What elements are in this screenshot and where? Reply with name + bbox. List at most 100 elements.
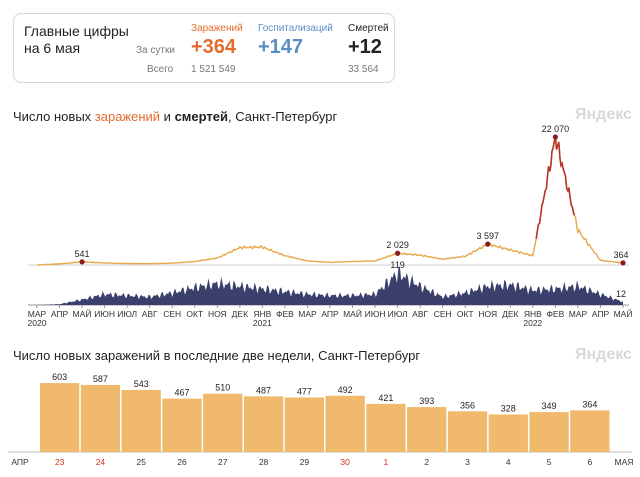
day-label: 29 — [300, 457, 310, 467]
chart1-title-deaths: смертей — [174, 109, 228, 124]
infections-line — [36, 135, 623, 266]
bar — [162, 398, 202, 452]
chart1-title: Число новых заражений и смертей, Санкт-П… — [13, 109, 337, 124]
chart1-title-part: , Санкт-Петербург — [228, 109, 338, 124]
summary-card: Главные цифры на 6 мая За сутки Всего За… — [13, 13, 395, 83]
annotation-dot — [485, 241, 491, 247]
bar-value-label: 364 — [582, 399, 597, 409]
yandex-watermark: Яндекс — [575, 106, 632, 123]
x-tick-label: МАР — [28, 309, 47, 319]
annotation-dot — [79, 259, 85, 265]
deaths-total: 33 564 — [348, 64, 379, 75]
bar-value-label: 487 — [256, 385, 271, 395]
day-label: 3 — [465, 457, 470, 467]
annotation-label: 2 029 — [386, 240, 409, 250]
x-tick-year: 2021 — [253, 318, 272, 328]
x-tick-label: НОЯ — [208, 309, 227, 319]
x-tick-label: АПР — [592, 309, 610, 319]
bar — [407, 407, 447, 452]
day-label: 26 — [177, 457, 187, 467]
total-label: Всего — [147, 64, 174, 75]
annotation-dot — [395, 250, 401, 256]
x-tick-year: 2022 — [523, 318, 542, 328]
bar-value-label: 467 — [174, 388, 189, 398]
bar — [121, 389, 161, 452]
annotation-label: 541 — [75, 249, 90, 259]
bar-value-label: 492 — [338, 385, 353, 395]
x-tick-label: ДЕК — [502, 309, 518, 319]
day-label: 27 — [218, 457, 228, 467]
bar — [447, 411, 488, 452]
annotation-label: 12 — [616, 289, 626, 299]
chart2-title: Число новых заражений в последние две не… — [13, 348, 421, 363]
annotation-label: 364 — [613, 250, 628, 260]
bar — [243, 396, 284, 452]
x-tick-label: МАР — [298, 309, 317, 319]
annotation-label: 3 597 — [477, 231, 500, 241]
annotation-label: 119 — [390, 260, 404, 270]
bar — [284, 397, 324, 452]
bar-value-label: 510 — [215, 383, 230, 393]
annotation-dot — [552, 134, 558, 140]
x-tick-label: ИЮЛ — [388, 309, 408, 319]
per-day-label: За сутки — [136, 45, 175, 56]
bar — [366, 403, 406, 452]
bar — [80, 384, 121, 452]
day-label: 30 — [340, 457, 350, 467]
hospitalizations-today: +147 — [258, 36, 304, 58]
x-tick-label: МАЙ — [73, 308, 92, 319]
x-tick-label: ФЕВ — [546, 309, 564, 319]
x-tick-label: АВГ — [142, 309, 158, 319]
x-tick-label: АПР — [321, 309, 339, 319]
day-label: 23 — [55, 457, 65, 467]
day-label: 25 — [136, 457, 146, 467]
x-tick-label: ЯНВ — [524, 309, 542, 319]
x-tick-label: АПР — [51, 309, 69, 319]
x-tick-label: МАЙ — [343, 308, 362, 319]
day-label: 4 — [506, 457, 511, 467]
bar-value-label: 356 — [460, 400, 475, 410]
day-label: 2 — [424, 457, 429, 467]
day-label: 5 — [547, 457, 552, 467]
bar-value-label: 543 — [134, 379, 149, 389]
bar-value-label: 393 — [419, 396, 434, 406]
infections-header: Заражений — [191, 23, 243, 34]
bar-value-label: 349 — [542, 401, 557, 411]
chart1-title-infections: заражений — [94, 109, 161, 124]
x-tick-label: ФЕВ — [276, 309, 294, 319]
bar — [203, 393, 243, 452]
chart1-title-part: Число новых — [13, 109, 95, 124]
bar — [488, 414, 528, 452]
annotation-dot — [620, 260, 626, 266]
x-tick-label: СЕН — [434, 309, 452, 319]
month-label-start: АПР — [11, 457, 29, 467]
day-label: 24 — [96, 457, 106, 467]
month-label-end: МАЯ — [615, 457, 634, 467]
deaths-area — [37, 266, 623, 305]
deaths-today: +12 — [348, 36, 382, 58]
infections-today: +364 — [191, 36, 237, 58]
deaths-header: Смертей — [348, 23, 389, 34]
bar — [40, 383, 80, 452]
summary-title: Главные цифры на 6 мая — [24, 23, 129, 56]
day-label: 28 — [259, 457, 269, 467]
x-tick-label: ИЮН — [94, 309, 115, 319]
bar-value-label: 603 — [52, 372, 67, 382]
annotation-label: 22 070 — [542, 124, 570, 134]
yandex-watermark-2: Яндекс — [575, 346, 632, 363]
x-tick-year: 2020 — [28, 318, 47, 328]
bar — [325, 395, 365, 452]
x-tick-label: НОЯ — [478, 309, 497, 319]
x-tick-label: СЕН — [163, 309, 181, 319]
bar — [570, 410, 610, 452]
x-tick-label: МАР — [569, 309, 588, 319]
x-tick-label: ИЮЛ — [117, 309, 137, 319]
x-tick-label: ОКТ — [457, 309, 474, 319]
x-tick-label: ДЕК — [232, 309, 248, 319]
bar-value-label: 477 — [297, 386, 312, 396]
bar — [529, 412, 569, 452]
x-tick-label: ИЮН — [365, 309, 386, 319]
bar-value-label: 328 — [501, 404, 516, 414]
infections-total: 1 521 549 — [191, 64, 236, 75]
